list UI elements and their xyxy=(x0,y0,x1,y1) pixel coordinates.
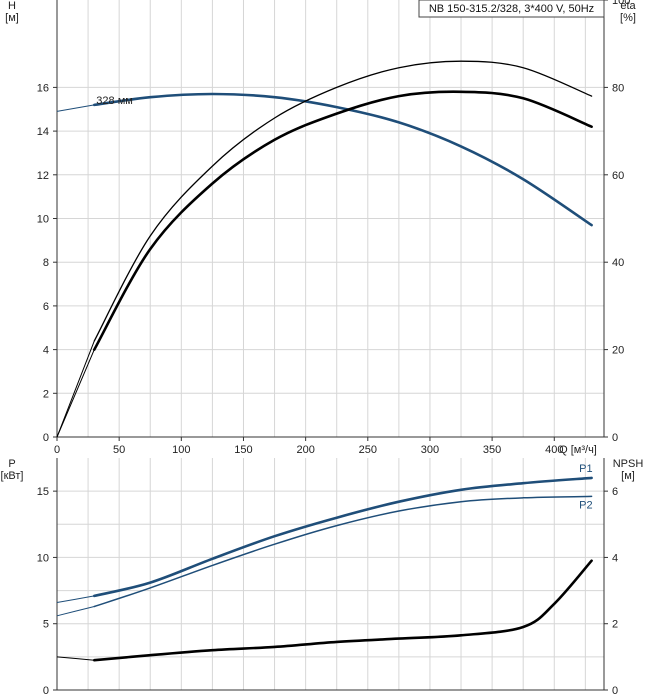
right-tick-label: 2 xyxy=(612,619,618,631)
series-label: 328 мм xyxy=(96,95,133,107)
series-line xyxy=(93,495,593,608)
head-efficiency-chart: 0 2 4 6 8 10 12 14 16 0 20 40 60 80 100 0 50 100 150 200 250… xyxy=(5,0,637,456)
left-axis-label: H xyxy=(8,0,16,12)
left-tick-label: 0 xyxy=(43,432,49,444)
title-box xyxy=(418,0,605,18)
power-npsh-chart: 0 5 10 15 0 2 4 6 P[кВт] NPSH[м] P1 P2 xyxy=(1,458,644,697)
right-tick-label: 6 xyxy=(612,486,618,498)
x-tick-label: 150 xyxy=(234,444,252,456)
x-axis-label: Q [м³/ч] xyxy=(559,444,597,456)
left-axis-label: P xyxy=(8,458,15,470)
right-tick-label: 60 xyxy=(612,170,624,182)
right-tick-label: 80 xyxy=(612,82,624,94)
series-label: P2 xyxy=(579,499,592,511)
series-line xyxy=(93,60,593,342)
x-tick-label: 300 xyxy=(421,444,439,456)
right-tick-label: 20 xyxy=(612,345,624,357)
x-tick-label: 350 xyxy=(483,444,501,456)
left-axis-unit: [кВт] xyxy=(1,470,24,482)
series-line xyxy=(93,90,593,351)
right-tick-label: 0 xyxy=(612,432,618,444)
left-tick-label: 10 xyxy=(37,214,49,226)
series-line-extension xyxy=(56,595,95,603)
series-line xyxy=(93,559,593,662)
left-tick-label: 0 xyxy=(43,685,49,697)
x-tick-label: 250 xyxy=(359,444,377,456)
left-tick-label: 12 xyxy=(37,170,49,182)
x-tick-label: 0 xyxy=(54,444,60,456)
right-tick-label: 40 xyxy=(612,257,624,269)
left-tick-label: 5 xyxy=(43,619,49,631)
left-tick-label: 4 xyxy=(43,345,49,357)
right-tick-label: 4 xyxy=(612,552,618,564)
series-label: P1 xyxy=(579,463,592,475)
right-axis-unit: [м] xyxy=(621,470,635,482)
series-line-extension xyxy=(56,606,95,617)
left-tick-label: 14 xyxy=(37,126,49,138)
left-tick-label: 16 xyxy=(37,82,49,94)
x-tick-label: 200 xyxy=(296,444,314,456)
series-line-extension xyxy=(56,340,95,438)
right-axis-label: eta xyxy=(620,0,636,12)
series-line-extension xyxy=(56,656,95,661)
left-axis-unit: [м] xyxy=(5,12,19,24)
x-tick-label: 400 xyxy=(545,444,563,456)
left-tick-label: 15 xyxy=(37,486,49,498)
right-tick-label: 0 xyxy=(612,685,618,697)
left-tick-label: 10 xyxy=(37,552,49,564)
series-line-extension xyxy=(56,104,95,112)
x-tick-label: 50 xyxy=(113,444,125,456)
left-tick-label: 8 xyxy=(43,257,49,269)
series-line xyxy=(93,92,593,227)
right-axis-label: NPSH xyxy=(613,458,644,470)
left-tick-label: 6 xyxy=(43,301,49,313)
right-tick-label: 100 xyxy=(612,0,630,7)
x-tick-label: 100 xyxy=(172,444,190,456)
right-axis-unit: [%] xyxy=(620,12,636,24)
left-tick-label: 2 xyxy=(43,388,49,400)
chart-title: NB 150-315.2/328, 3*400 V, 50Hz xyxy=(429,3,594,15)
series-line xyxy=(93,476,593,598)
